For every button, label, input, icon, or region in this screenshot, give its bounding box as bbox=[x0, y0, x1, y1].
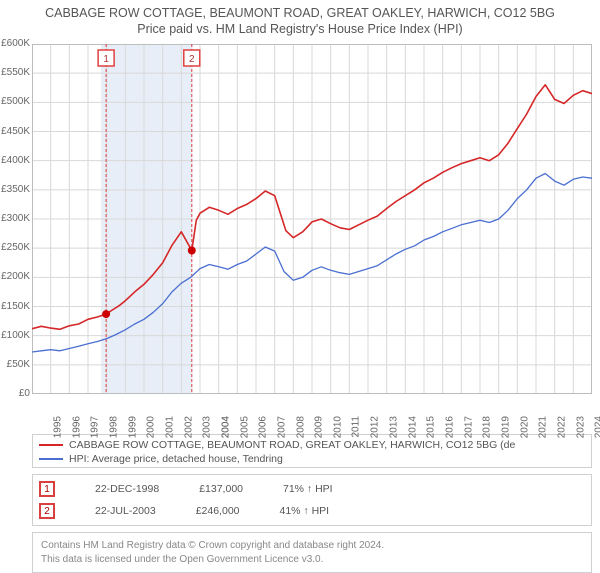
marker-price: £137,000 bbox=[199, 483, 243, 495]
footer-line: Contains HM Land Registry data © Crown c… bbox=[41, 539, 583, 553]
legend-swatch bbox=[39, 458, 63, 460]
marker-row: 2 22-JUL-2003 £246,000 41% ↑ HPI bbox=[39, 503, 585, 519]
marker-delta: 41% ↑ HPI bbox=[280, 505, 330, 517]
marker-table: 1 22-DEC-1998 £137,000 71% ↑ HPI 2 22-JU… bbox=[32, 474, 592, 526]
chart-container: CABBAGE ROW COTTAGE, BEAUMONT ROAD, GREA… bbox=[0, 0, 600, 573]
legend-label: CABBAGE ROW COTTAGE, BEAUMONT ROAD, GREA… bbox=[69, 439, 515, 451]
svg-text:1: 1 bbox=[103, 54, 109, 65]
title-block: CABBAGE ROW COTTAGE, BEAUMONT ROAD, GREA… bbox=[0, 0, 600, 38]
marker-delta: 71% ↑ HPI bbox=[283, 483, 333, 495]
legend-label: HPI: Average price, detached house, Tend… bbox=[69, 453, 283, 465]
svg-text:2: 2 bbox=[189, 54, 195, 65]
title-line-2: Price paid vs. HM Land Registry's House … bbox=[8, 22, 592, 36]
legend-item: CABBAGE ROW COTTAGE, BEAUMONT ROAD, GREA… bbox=[39, 439, 585, 451]
footer: Contains HM Land Registry data © Crown c… bbox=[32, 532, 592, 573]
legend-swatch bbox=[39, 444, 63, 446]
plot-area: 12 £0£50K£100K£150K£200K£250K£300K£350K£… bbox=[32, 44, 592, 394]
marker-date: 22-DEC-1998 bbox=[95, 483, 159, 495]
chart-svg: 12 bbox=[32, 44, 592, 394]
marker-price: £246,000 bbox=[196, 505, 240, 517]
marker-date: 22-JUL-2003 bbox=[95, 505, 156, 517]
marker-row: 1 22-DEC-1998 £137,000 71% ↑ HPI bbox=[39, 481, 585, 497]
x-axis-labels: 1995199619971998199920002001200220032004… bbox=[32, 394, 592, 428]
legend: CABBAGE ROW COTTAGE, BEAUMONT ROAD, GREA… bbox=[32, 434, 592, 468]
marker-index-badge: 2 bbox=[39, 503, 55, 519]
marker-index-badge: 1 bbox=[39, 481, 55, 497]
footer-line: This data is licensed under the Open Gov… bbox=[41, 553, 583, 567]
legend-item: HPI: Average price, detached house, Tend… bbox=[39, 453, 585, 465]
title-line-1: CABBAGE ROW COTTAGE, BEAUMONT ROAD, GREA… bbox=[8, 6, 592, 20]
